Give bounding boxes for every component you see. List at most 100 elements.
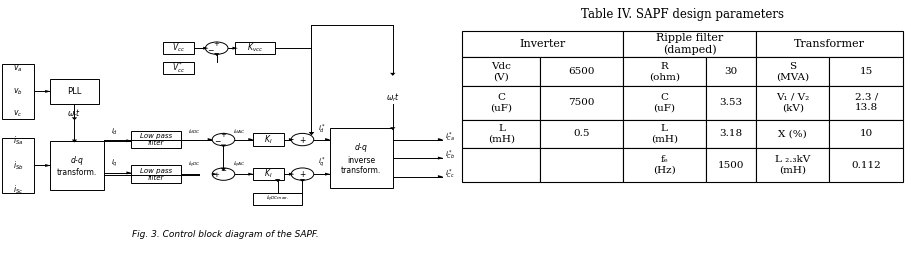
Bar [462,57,540,86]
Circle shape [205,42,228,54]
Text: 30: 30 [723,67,737,76]
Bar [252,193,302,205]
Bar [162,42,194,54]
Text: PLL: PLL [67,87,82,96]
Text: R
(ohm): R (ohm) [648,62,679,81]
Bar [622,86,705,120]
Text: L
(mH): L (mH) [650,124,677,144]
Circle shape [212,133,234,146]
Bar [755,86,828,120]
Polygon shape [437,138,443,141]
Text: X (%): X (%) [777,129,806,138]
Text: $-$: $-$ [213,135,221,144]
Text: $-$: $-$ [207,44,214,53]
Text: 15: 15 [858,67,872,76]
Text: $K_{vcc}$: $K_{vcc}$ [247,42,262,54]
Bar [234,42,275,54]
Text: $i_{qDC}$: $i_{qDC}$ [188,160,200,171]
Polygon shape [289,173,294,176]
Bar [622,148,705,182]
Polygon shape [309,132,314,135]
Text: 3.53: 3.53 [719,98,742,107]
Polygon shape [274,179,280,182]
Text: $d$-$q$
transform.: $d$-$q$ transform. [56,154,97,177]
Polygon shape [390,73,395,76]
Polygon shape [232,47,238,50]
Bar [462,120,540,148]
Polygon shape [220,145,226,147]
Text: $i_{dAC}$: $i_{dAC}$ [232,127,245,136]
Text: $+$: $+$ [220,130,227,139]
Bar [540,86,622,120]
Bar [49,79,99,104]
Text: $-$: $-$ [220,166,227,172]
Text: $+$: $+$ [298,135,306,145]
Polygon shape [45,90,50,93]
Bar [705,86,755,120]
Polygon shape [390,127,395,130]
Text: $v_a$

$v_b$

$v_c$: $v_a$ $v_b$ $v_c$ [13,64,23,119]
Bar [828,86,902,120]
Text: $V_{cc}$: $V_{cc}$ [171,42,185,54]
Text: L
(mH): L (mH) [487,124,515,144]
Bar [705,148,755,182]
Text: Inverter: Inverter [519,39,565,49]
Text: $i^*_{Ca}$: $i^*_{Ca}$ [445,131,455,144]
Bar [828,57,902,86]
Text: L ₂.₃kV
(mH): L ₂.₃kV (mH) [774,155,810,175]
Text: 0.5: 0.5 [573,129,589,138]
Bar [705,57,755,86]
Text: $i_d$: $i_d$ [110,127,118,137]
Polygon shape [289,138,294,141]
Bar [462,148,540,182]
Text: 6500: 6500 [568,67,594,76]
Text: $i^*_d$: $i^*_d$ [318,122,325,136]
Text: $i^*_{Cc}$: $i^*_{Cc}$ [445,167,455,181]
Polygon shape [214,53,220,56]
Text: S
(MVA): S (MVA) [775,62,808,81]
Polygon shape [45,164,50,167]
Bar [252,168,284,180]
Text: 0.112: 0.112 [850,161,880,170]
Bar [131,131,180,148]
Text: $i_{qAC}$: $i_{qAC}$ [232,160,245,171]
Polygon shape [248,138,253,141]
Text: $K_I$: $K_I$ [264,168,272,180]
Bar [462,86,540,120]
Bar [755,57,828,86]
Bar [162,62,194,74]
Polygon shape [72,117,77,120]
Polygon shape [220,168,226,171]
Circle shape [212,168,234,180]
Polygon shape [127,171,132,174]
Bar [329,128,393,188]
Text: $i_{qDCmax.}$: $i_{qDCmax.}$ [266,194,289,204]
Circle shape [291,168,313,180]
Text: fₑ
(Hz): fₑ (Hz) [652,155,675,175]
Polygon shape [437,157,443,160]
Text: Low pass
filter: Low pass filter [139,168,171,181]
Text: Fig. 3. Control block diagram of the SAPF.: Fig. 3. Control block diagram of the SAP… [132,230,319,239]
Polygon shape [208,138,213,141]
Bar [540,57,622,86]
Text: $+$: $+$ [298,169,306,179]
Text: Low pass
filter: Low pass filter [139,133,171,146]
Text: $\omega_r t$: $\omega_r t$ [385,91,399,104]
Text: C
(uF): C (uF) [490,93,512,112]
Bar [755,120,828,148]
Polygon shape [300,179,305,182]
Text: Ripple filter
(damped): Ripple filter (damped) [655,33,722,55]
Text: $i_{Sa}$

$i_{Sb}$

$i_{Sc}$: $i_{Sa}$ $i_{Sb}$ $i_{Sc}$ [13,134,24,197]
Text: $i_{dDC}$: $i_{dDC}$ [188,127,200,136]
Text: $+$: $+$ [213,39,220,48]
Bar [2,138,34,193]
Text: $\omega_r t$: $\omega_r t$ [67,107,81,120]
Text: 7500: 7500 [568,98,594,107]
Bar [705,120,755,148]
Bar [540,148,622,182]
Text: $i_q$: $i_q$ [110,158,118,169]
Bar [252,133,284,146]
Bar [828,148,902,182]
Bar [622,120,705,148]
Text: V₁ / V₂
(kV): V₁ / V₂ (kV) [775,93,808,112]
